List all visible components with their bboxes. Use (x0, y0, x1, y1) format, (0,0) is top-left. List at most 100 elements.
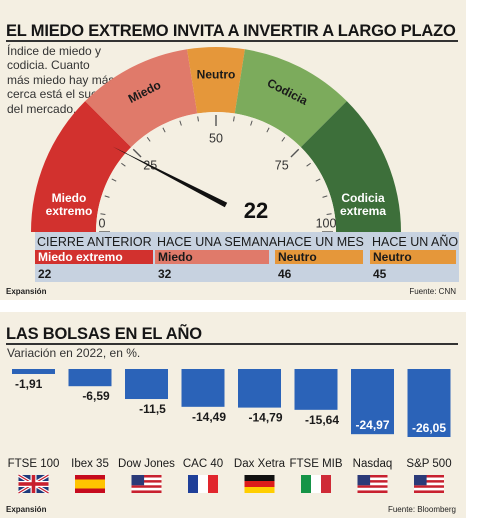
flag-part (131, 487, 162, 491)
france-flag-icon (188, 475, 218, 493)
history-value: 32 (158, 267, 172, 281)
germany-flag-icon (244, 475, 275, 493)
flag-part (131, 482, 162, 486)
history-cell-year-ago: HACE UN AÑO Neutro 45 (370, 232, 459, 282)
history-label: HACE UN MES (277, 235, 364, 249)
intro-line: cerca está el suelo (7, 87, 108, 102)
gauge-inner (96, 112, 336, 232)
bar-value-label: -14,49 (192, 410, 226, 424)
bars-panel-title: LAS BOLSAS EN EL AÑO (6, 325, 202, 343)
flag-part (414, 485, 444, 488)
spain-flag-icon (75, 475, 105, 493)
history-value: 45 (373, 267, 387, 281)
flag-part (357, 487, 388, 491)
gauge-band-label: Codicia extrema (340, 191, 386, 218)
category-label: Nasdaq (353, 458, 393, 470)
gauge-band-label: Miedo extremo (46, 191, 93, 218)
bar-value-label: -1,91 (15, 377, 43, 391)
flag-part (357, 482, 388, 486)
gauge-tick (266, 127, 270, 133)
bar-value-label: -15,64 (305, 413, 339, 427)
index-bar (238, 369, 281, 408)
usa-flag-icon (357, 475, 388, 493)
gauge-value: 22 (244, 198, 268, 223)
history-label: CIERRE ANTERIOR (37, 235, 152, 249)
gauge-panel-title: EL MIEDO EXTREMO INVITA A INVERTIR A LAR… (6, 22, 456, 40)
gauge-tick (111, 178, 117, 182)
gauge-tick (100, 213, 106, 215)
flag-part (357, 485, 388, 488)
gauge-tick-label: 100 (316, 216, 337, 230)
flag-part (414, 487, 444, 491)
index-bar-chart: -1,91 FTSE 100 -6,59 Ibex 35 -11,5 Dow Jones -… (8, 369, 452, 495)
flag-part (244, 487, 275, 493)
gauge-band-label: Neutro (197, 68, 236, 82)
category-label: CAC 40 (183, 458, 223, 470)
gauge-tick (121, 162, 126, 167)
index-bar (351, 369, 394, 435)
category-label: Ibex 35 (71, 458, 109, 470)
gauge-band (187, 47, 245, 114)
gauge-intro: Índice de miedo y codicia. Cuanto más mi… (7, 44, 137, 116)
index-bar (68, 369, 112, 387)
flag-part (131, 490, 162, 493)
flag-part (244, 475, 275, 481)
brand-logo: Expansión (6, 505, 47, 514)
history-state: Miedo (155, 250, 269, 264)
history-state: Miedo extremo (35, 250, 153, 264)
flag-part (357, 477, 388, 481)
gauge-band (85, 49, 198, 148)
flag-part (198, 475, 208, 493)
gauge-tick (146, 137, 151, 142)
flag-part (208, 475, 218, 493)
fear-greed-panel: EL MIEDO EXTREMO INVITA A INVERTIR A LAR… (0, 0, 466, 300)
flag-part (414, 475, 427, 486)
flag-part (321, 475, 331, 493)
gauge-band (31, 101, 132, 232)
flag-part (75, 479, 105, 489)
gauge-tick (290, 148, 300, 158)
gauge-tick (315, 178, 321, 182)
flag-part (357, 475, 371, 486)
intro-line: codicia. Cuanto (7, 58, 90, 73)
history-value: 22 (38, 267, 52, 281)
intro-line: más miedo hay más (7, 72, 115, 87)
flag-part (131, 477, 162, 481)
gauge-tick (322, 195, 328, 198)
history-value: 46 (278, 267, 292, 281)
gauge-tick (306, 162, 311, 167)
bar-value-label: -6,59 (82, 389, 110, 403)
usa-flag-icon (414, 475, 444, 493)
gauge-tick (179, 120, 182, 126)
flag-part (131, 475, 162, 478)
gauge-tick (281, 137, 286, 142)
flag-part (131, 480, 162, 483)
gauge-tick-label: 75 (275, 159, 289, 173)
flag-part (244, 481, 275, 487)
flag-part (357, 475, 388, 478)
gauge-tick (326, 213, 332, 215)
bar-value-label: -24,97 (355, 418, 389, 432)
category-label: FTSE 100 (8, 458, 60, 470)
flag-part (301, 475, 311, 493)
category-label: S&P 500 (406, 458, 451, 470)
title-rule (6, 343, 458, 345)
gauge-tick-label: 0 (99, 216, 106, 230)
gauge-needle (112, 146, 228, 208)
gauge-tick (197, 116, 199, 122)
flag-part (414, 475, 444, 478)
flag-part (131, 485, 162, 488)
flag-part (414, 477, 444, 481)
flag-part (311, 475, 321, 493)
intro-line: Índice de miedo y (7, 44, 102, 58)
flag-part (188, 475, 198, 493)
bar-value-label: -11,5 (139, 402, 166, 416)
gauge-band (300, 101, 401, 232)
gauge-source: Fuente: CNN (409, 287, 456, 296)
gauge-tick (250, 120, 253, 126)
category-label: FTSE MIB (289, 458, 342, 470)
history-cell-week-ago: HACE UNA SEMANA Miedo 32 (155, 232, 277, 282)
bars-source: Fuente: Bloomberg (387, 505, 456, 514)
history-state: Neutro (370, 250, 456, 264)
flag-part (414, 482, 444, 486)
